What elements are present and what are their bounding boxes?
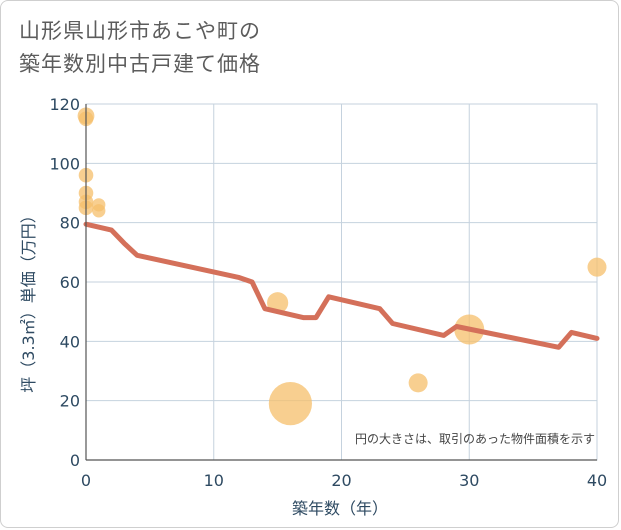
data-bubble [92,204,106,218]
data-bubble [408,373,428,393]
y-tick-label: 120 [49,95,80,114]
data-bubble [268,382,312,426]
data-bubble [587,257,607,277]
grid [85,103,598,461]
x-tick-label: 30 [459,471,479,490]
chart-title-line1: 山形県山形市あこや町の [19,19,261,43]
x-axis-label: 築年数（年） [292,499,388,518]
chart-title: 山形県山形市あこや町の 築年数別中古戸建て価格 [19,15,261,81]
chart-title-line2: 築年数別中古戸建て価格 [19,52,261,76]
y-tick-label: 40 [60,332,80,351]
x-tick-label: 40 [587,471,607,490]
y-tick-label: 20 [60,392,80,411]
axes: 0 10 20 30 40 0 20 40 60 80 100 120 [49,95,607,490]
trend-line-layer [83,221,600,350]
x-tick-label: 20 [331,471,351,490]
y-tick-label: 0 [70,451,80,470]
y-tick-label: 60 [60,273,80,292]
trend-line [83,221,600,350]
bubbles [77,107,607,426]
y-axis-label: 坪（3.3㎡）単価（万円） [19,207,38,392]
y-tick-label: 100 [49,154,80,173]
y-tick-label: 80 [60,214,80,233]
size-note: 円の大きさは、取引のあった物件面積を示す [355,431,595,446]
x-tick-label: 0 [81,471,91,490]
x-tick-label: 10 [204,471,224,490]
